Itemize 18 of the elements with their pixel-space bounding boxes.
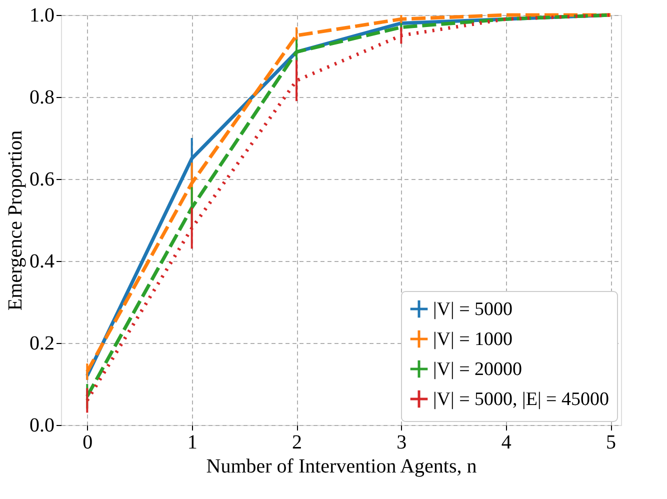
x-tick-label: 1 <box>187 432 198 454</box>
y-axis-title: Emergence Proportion <box>4 130 26 311</box>
legend-label: |V| = 20000 <box>433 359 522 380</box>
y-tick-label: 1.0 <box>30 4 54 26</box>
x-axis-title: Number of Intervention Agents, n <box>206 456 477 478</box>
y-tick-label: 0.2 <box>30 332 54 354</box>
legend-label: |V| = 1000 <box>433 329 513 350</box>
x-tick-label: 3 <box>396 432 407 454</box>
y-tick-label: 0.6 <box>30 168 54 190</box>
x-tick-label: 5 <box>606 432 616 454</box>
y-tick-label: 0.4 <box>30 250 54 272</box>
y-tick-label: 0.0 <box>30 414 54 436</box>
x-tick-label: 2 <box>292 432 302 454</box>
y-tick-label: 0.8 <box>30 86 54 108</box>
legend-label: |V| = 5000, |E| = 45000 <box>433 389 609 410</box>
legend-label: |V| = 5000 <box>433 299 513 320</box>
x-tick-label: 4 <box>501 432 512 454</box>
x-tick-label: 0 <box>82 432 93 454</box>
